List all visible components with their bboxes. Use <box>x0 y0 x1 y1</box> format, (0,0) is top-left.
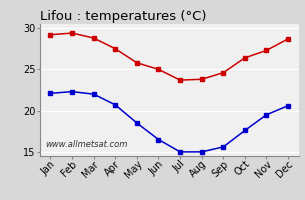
Text: Lifou : temperatures (°C): Lifou : temperatures (°C) <box>40 10 206 23</box>
Text: www.allmetsat.com: www.allmetsat.com <box>45 140 127 149</box>
